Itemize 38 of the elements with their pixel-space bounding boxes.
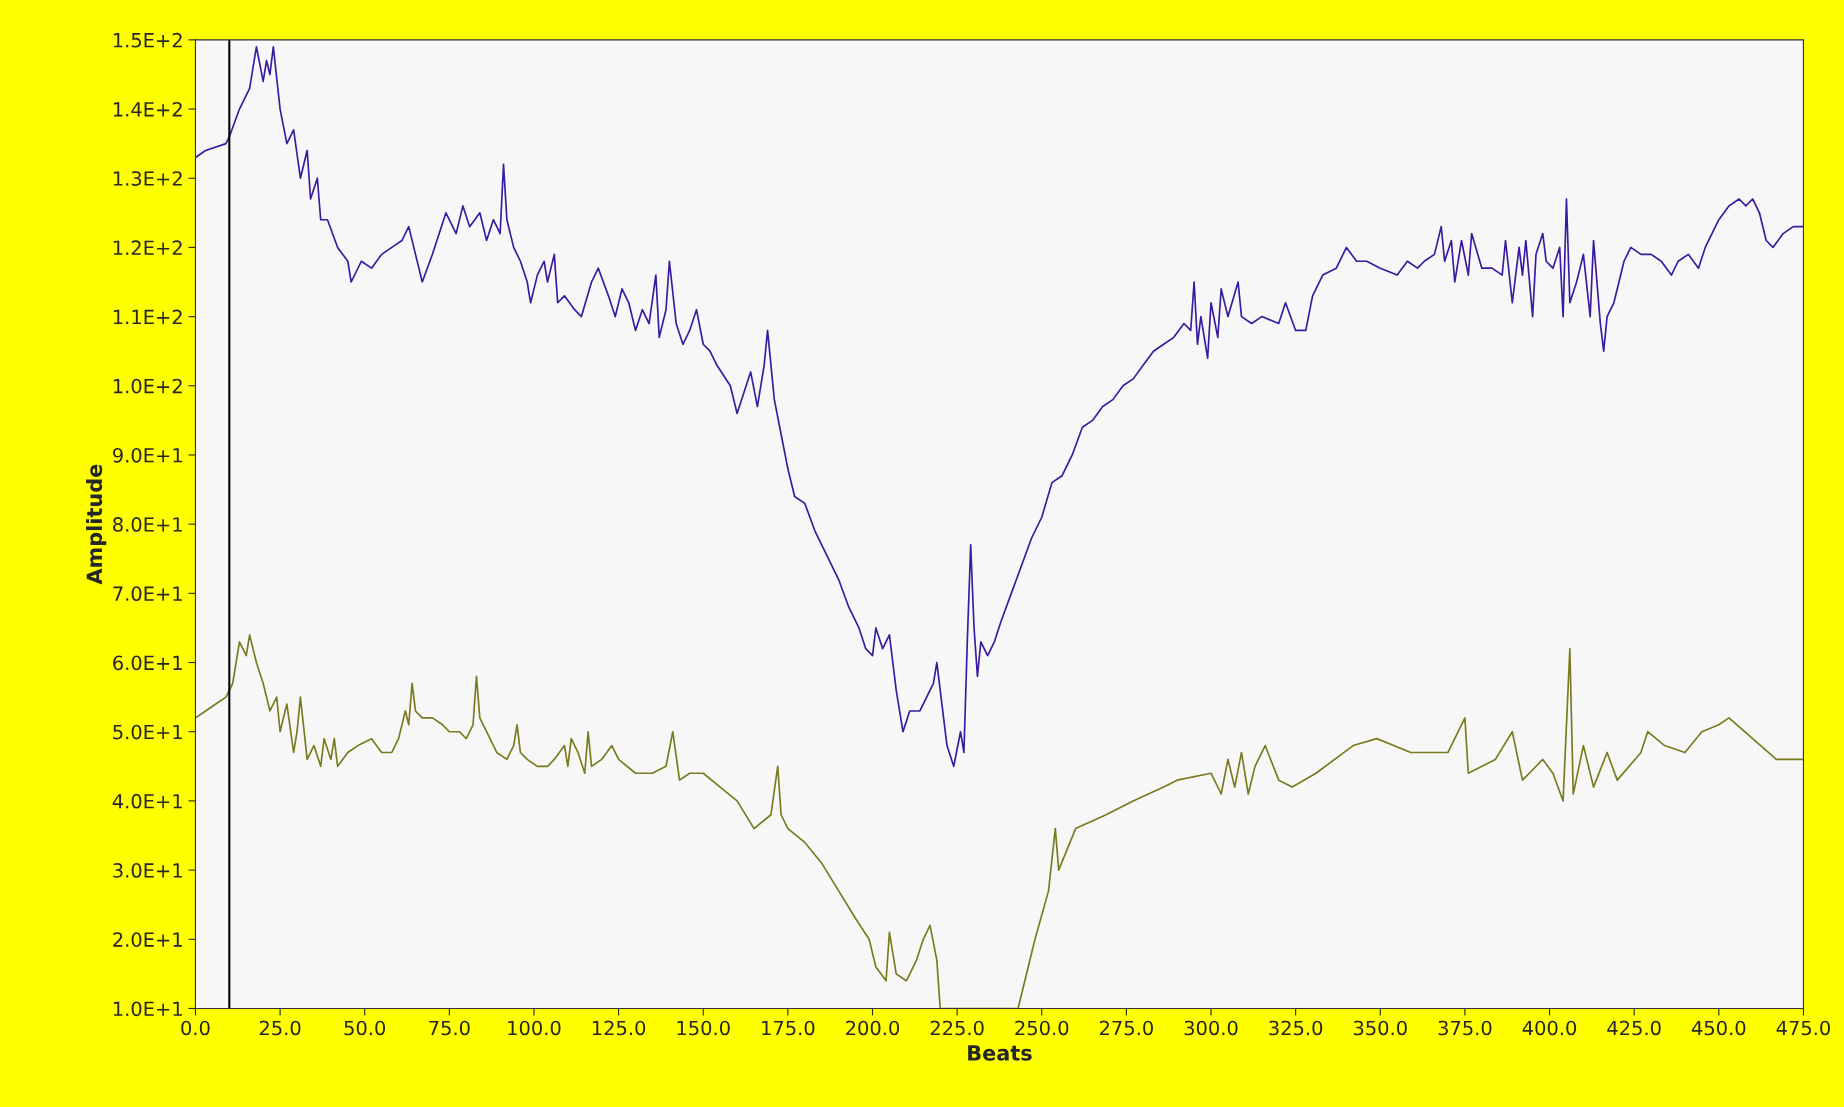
x-tick-label: 400.0 bbox=[1522, 1020, 1577, 1036]
x-tick-label: 0.0 bbox=[181, 1020, 210, 1036]
x-tick-label: 125.0 bbox=[592, 1020, 646, 1036]
x-tick-label: 425.0 bbox=[1607, 1020, 1661, 1036]
y-tick-label: 9.0E+1 bbox=[113, 447, 182, 463]
x-tick-label: 325.0 bbox=[1269, 1020, 1323, 1036]
y-tick-label: 1.4E+2 bbox=[113, 102, 182, 117]
x-tick-label: 350.0 bbox=[1353, 1020, 1407, 1036]
y-axis-title: Amplitude bbox=[86, 464, 107, 585]
x-tick-label: 275.0 bbox=[1099, 1020, 1153, 1036]
x-tick-label: 475.0 bbox=[1776, 1020, 1830, 1036]
y-tick-label: 1.0E+1 bbox=[113, 1001, 182, 1017]
x-tick-label: 75.0 bbox=[429, 1020, 470, 1036]
x-tick-label: 150.0 bbox=[677, 1020, 730, 1036]
y-tick-label: 1.2E+2 bbox=[113, 240, 182, 255]
y-tick-label: 2.0E+1 bbox=[113, 932, 182, 947]
y-tick-label: 4.0E+1 bbox=[112, 793, 182, 809]
y-tick-label: 3.0E+1 bbox=[113, 863, 182, 878]
x-axis-title: Beats bbox=[968, 1045, 1032, 1061]
y-tick-label: 1.5E+2 bbox=[113, 32, 182, 48]
y-tick-label: 1.1E+2 bbox=[113, 309, 182, 324]
y-tick-label: 7.0E+1 bbox=[113, 586, 182, 602]
x-tick-label: 300.0 bbox=[1184, 1020, 1238, 1036]
x-tick-label: 250.0 bbox=[1015, 1020, 1069, 1036]
x-tick-label: 100.0 bbox=[508, 1020, 561, 1036]
line-series bbox=[195, 45, 1804, 768]
x-tick-label: 50.0 bbox=[344, 1020, 386, 1036]
y-tick-label: 5.0E+1 bbox=[113, 724, 182, 740]
y-tick-label: 1.3E+2 bbox=[113, 171, 182, 186]
x-tick-label: 450.0 bbox=[1691, 1020, 1746, 1036]
x-tick-label: 200.0 bbox=[846, 1020, 900, 1036]
x-tick-label: 225.0 bbox=[930, 1020, 984, 1036]
x-tick-label: 25.0 bbox=[259, 1020, 301, 1036]
y-tick-label: 6.0E+1 bbox=[113, 655, 182, 671]
y-tick-label: 1.0E+2 bbox=[113, 378, 182, 394]
x-tick-label: 175.0 bbox=[762, 1020, 815, 1036]
y-tick-label: 8.0E+1 bbox=[113, 517, 182, 532]
x-tick-label: 375.0 bbox=[1438, 1020, 1492, 1036]
